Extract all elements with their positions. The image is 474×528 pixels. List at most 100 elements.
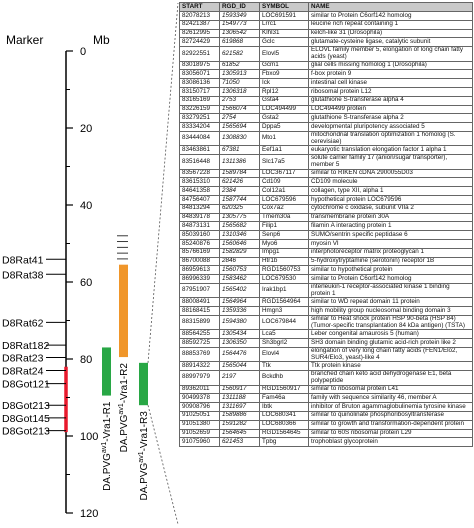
cell-rgd-id: 1560753 [219,265,260,276]
cell-start: 88008491 [179,297,220,308]
cell-symbol: Mto1 [259,130,309,147]
cell-rgd-id: 1560917 [219,384,260,395]
cell-name: SUMO/sentrin specific peptidase 6 [308,230,473,240]
cell-rgd-id: 1306350 [219,338,260,348]
cell-name: Ttk protein kinase [308,361,473,372]
cell-start: 87951907 [179,282,220,299]
table-row: 86959613 1560753 RGD1560753 similar to hypo… [179,265,473,276]
cell-name: similar to growth and transformation-dep… [308,419,473,430]
cell-start: 85240876 [179,238,220,249]
cell-rgd-id: 1565682 [219,221,260,232]
marker-label: D8Got213 [2,426,50,438]
cell-symbol: Rpl12 [259,86,309,97]
interval-bar [119,264,128,358]
cell-start: 83056071 [179,69,220,80]
cell-rgd-id: 1311188 [219,393,260,404]
cell-start: 82922551 [179,46,220,62]
cell-name: mitochondrial translation optimization 1… [308,130,473,147]
cell-rgd-id: 61852 [219,60,260,71]
table-row: 85039160 1310346 Senp6 SUMO/sentrin specifi… [179,230,473,240]
cell-rgd-id: 1594380 [219,314,260,331]
interval-label-tail: -Vra1-R2 [119,363,130,404]
table-row: 86996339 1583462 LOC679530 similar to Prote… [179,274,473,284]
interval-label-sup: av1 [101,442,108,453]
tick-label: 60 [80,277,92,289]
cell-symbol: Elovl5 [259,46,309,62]
marker-label: D8Got121 [2,379,50,391]
marker-label: D8Rat41 [2,254,44,266]
cell-symbol: Gclc [259,37,309,48]
marker-label: D8Rat62 [2,317,44,329]
cell-symbol: RGD1560917 [259,384,309,395]
cell-symbol: Gsta4 [259,95,309,106]
cell-rgd-id: 1587744 [219,194,260,205]
table-row: 88997979 2197 Bckdhb branched chain keto ac… [179,370,473,386]
cell-symbol: Ibtk [259,402,309,412]
cell-name: similar to hypothetical protein [308,265,473,276]
cell-symbol: Irak1bp1 [259,282,309,299]
cell-rgd-id: 2753 [219,95,260,106]
table-header-row: START RGD_ID SYMBOL NAME [179,2,473,12]
table-row: 88592725 1306350 Sh3bgrl2 SH3 domain bindin… [179,338,473,348]
cell-symbol: Cox7a2 [259,203,309,214]
hatch-marks [117,235,128,260]
cell-start: 82078213 [179,11,220,21]
table-row: 83334204 1565694 Dppa5 developmental plurip… [179,122,473,132]
cell-start: 84873131 [179,221,220,232]
cell-rgd-id: 1589886 [219,410,260,421]
cell-name: kelch-like 31 (Drosophila) [308,28,473,39]
interval-label: DA.PVGav1-Vra1-R3 [138,411,150,501]
cell-start: 91052659 [179,428,220,439]
cell-symbol: Cd109 [259,177,309,188]
table-row: 89362011 1560917 RGD1560917 similar to ribo… [179,384,473,395]
cell-symbol: RGD1560753 [259,265,309,276]
cell-symbol: LOC367117 [259,168,309,179]
cell-symbol: Tpbg [259,437,309,448]
table-row: 83086136 71050 Ick intestinal cell kinase [179,78,473,88]
tick-label: 80 [80,354,92,366]
cell-rgd-id: 1310346 [219,230,260,240]
cell-name: leucine rich repeat containing 1 [308,19,473,30]
table-row: 82612995 1306542 Klhl31 kelch-like 31 (Dros… [179,28,473,39]
table-row: 88853769 1564476 Elovl4 elongation of very … [179,346,473,363]
cell-name: interleukin-1 receptor-associated kinase… [308,282,473,299]
cell-start: 83086136 [179,78,220,88]
cell-name: filamin A interacting protein 1 [308,221,473,232]
table-row: 90908796 1311697 Ibtk inhibitor of Bruton a… [179,402,473,412]
cell-start: 83018975 [179,60,220,71]
table-row: 84756407 1587744 LOC679596 hypothetical pro… [179,194,473,205]
cell-rgd-id: 621426 [219,177,260,188]
interval-label: DA.PVGav1-Vra1-R2 [118,363,130,453]
cell-name: similar to Protein C6orf142 homolog [308,11,473,21]
cell-symbol: LOC680366 [259,419,309,430]
tick-label: 100 [80,431,98,443]
cell-start: 88592725 [179,338,220,348]
cell-start: 83279251 [179,113,220,124]
marker-header: Marker [6,33,43,47]
cell-rgd-id: 1583462 [219,274,260,284]
connector-bottom [147,405,179,525]
table-row: 85240876 1560646 Myo6 myosin VI [179,238,473,249]
congenic-intervals: DA.PVGav1-Vra1-R1 DA.PVGav1-Vra1-R2DA.PVG… [101,264,150,501]
cell-rgd-id: 1564964 [219,297,260,308]
cell-name: LOC494499 protein [308,104,473,115]
cell-name: eukaryotic translation elongation factor… [308,145,473,156]
interval-label-main: DA.PVG [119,414,130,452]
cell-start: 88315899 [179,314,220,331]
gene-table-body: 82078213 1593349 LOC691591 similar to Prote… [179,11,473,448]
cell-rgd-id: 1564476 [219,346,260,363]
cell-symbol: Hmgn3 [259,306,309,316]
table-row: 84641358 2384 Col12a1 collagen, type XII, a… [179,186,473,196]
cell-name: ribosomal protein L12 [308,86,473,97]
cell-name: glial cells missing homolog 1 (Drosophil… [308,60,473,71]
cell-rgd-id: 1560646 [219,238,260,249]
cell-rgd-id: 1549773 [219,19,260,30]
cell-start: 85039160 [179,230,220,240]
cell-symbol: Myo6 [259,238,309,249]
table-row: 85766169 1582829 Impg1 interphotoreceptor m… [179,247,473,258]
cell-start: 90908796 [179,402,220,412]
cell-start: 83150717 [179,86,220,97]
cell-rgd-id: 1359336 [219,306,260,316]
cell-start: 83334204 [179,122,220,132]
